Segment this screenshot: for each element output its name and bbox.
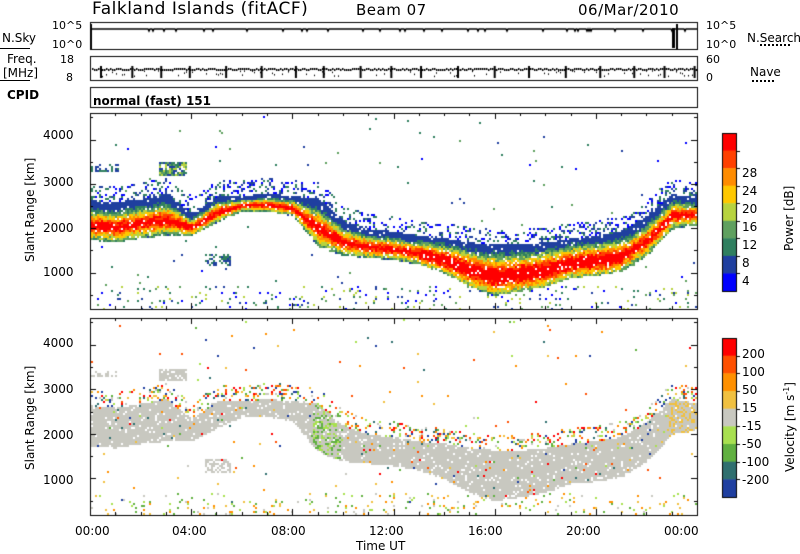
velocity-ytick-4000: 4000 <box>43 336 74 350</box>
nsearch-tick-bottom: 10^0 <box>706 38 737 51</box>
velocity-ylabel: Slant Range [km] <box>23 365 37 470</box>
xtick-1600: 16:00 <box>468 524 503 538</box>
xtick-1200: 12:00 <box>369 524 404 538</box>
xtick-2400: 00:00 <box>664 524 699 538</box>
vel-cbar-tick-15: 15 <box>742 401 758 415</box>
freq-legend-line <box>0 80 30 81</box>
power-ytick-3000: 3000 <box>43 175 74 189</box>
vel-cbar-tick-m15: -15 <box>742 419 762 433</box>
power-cbar-tick-12: 12 <box>742 238 758 252</box>
power-ytick-1000: 1000 <box>43 265 74 279</box>
nsky-tick-top: 10^5 <box>52 19 83 32</box>
velocity-cbar-label: Velocity [m s-1] <box>782 382 797 472</box>
nave-legend-dots <box>752 80 774 82</box>
cpid-value: normal (fast) 151 <box>93 94 211 108</box>
xtick-2000: 20:00 <box>566 524 601 538</box>
power-cbar-tick-4: 4 <box>742 274 750 288</box>
date-label: 06/Mar/2010 <box>578 1 680 19</box>
xtick-0000: 00:00 <box>75 524 110 538</box>
power-cbar-tick-24: 24 <box>742 184 758 198</box>
power-ytick-2000: 2000 <box>43 221 74 235</box>
nave-tick-bottom: 0 <box>706 71 713 84</box>
nsearch-legend-dots <box>760 44 790 46</box>
power-ylabel: Slant Range [km] <box>23 157 37 262</box>
vel-cbar-tick-m50: -50 <box>742 437 762 451</box>
velocity-ytick-2000: 2000 <box>43 428 74 442</box>
velocity-ytick-1000: 1000 <box>43 473 74 487</box>
station-title: Falkland Islands (fitACF) <box>92 0 309 19</box>
nave-label: Nave <box>750 65 781 79</box>
freq-unit: [MHz] <box>3 66 39 80</box>
nsearch-tick-top: 10^5 <box>706 19 737 32</box>
velocity-ytick-3000: 3000 <box>43 382 74 396</box>
freq-label: Freq. <box>7 52 37 66</box>
freq-tick-bottom: 8 <box>66 71 73 84</box>
power-cbar-tick-28: 28 <box>742 166 758 180</box>
nsky-label: N.Sky <box>2 31 37 45</box>
nsearch-label: N.Search <box>747 31 800 45</box>
vel-cbar-tick-m100: -100 <box>742 455 770 469</box>
vel-cbar-tick-100: 100 <box>742 365 765 379</box>
xlabel: Time UT <box>356 539 406 553</box>
nsky-legend-line <box>0 48 30 49</box>
beam-label: Beam 07 <box>356 1 427 19</box>
power-cbar-tick-8: 8 <box>742 256 750 270</box>
vel-cbar-tick-200: 200 <box>742 347 765 361</box>
xtick-0400: 04:00 <box>172 524 207 538</box>
power-cbar-tick-16: 16 <box>742 220 758 234</box>
nsky-tick-bottom: 10^0 <box>52 38 83 51</box>
power-cbar-label: Power [dB] <box>782 185 796 251</box>
nave-tick-top: 60 <box>706 53 720 66</box>
power-cbar-tick-20: 20 <box>742 202 758 216</box>
cpid-label: CPID <box>7 88 40 102</box>
power-ytick-4000: 4000 <box>43 128 74 142</box>
xtick-0800: 08:00 <box>271 524 306 538</box>
vel-cbar-tick-m200: -200 <box>742 473 770 487</box>
freq-tick-top: 18 <box>60 53 74 66</box>
vel-cbar-tick-50: 50 <box>742 383 758 397</box>
